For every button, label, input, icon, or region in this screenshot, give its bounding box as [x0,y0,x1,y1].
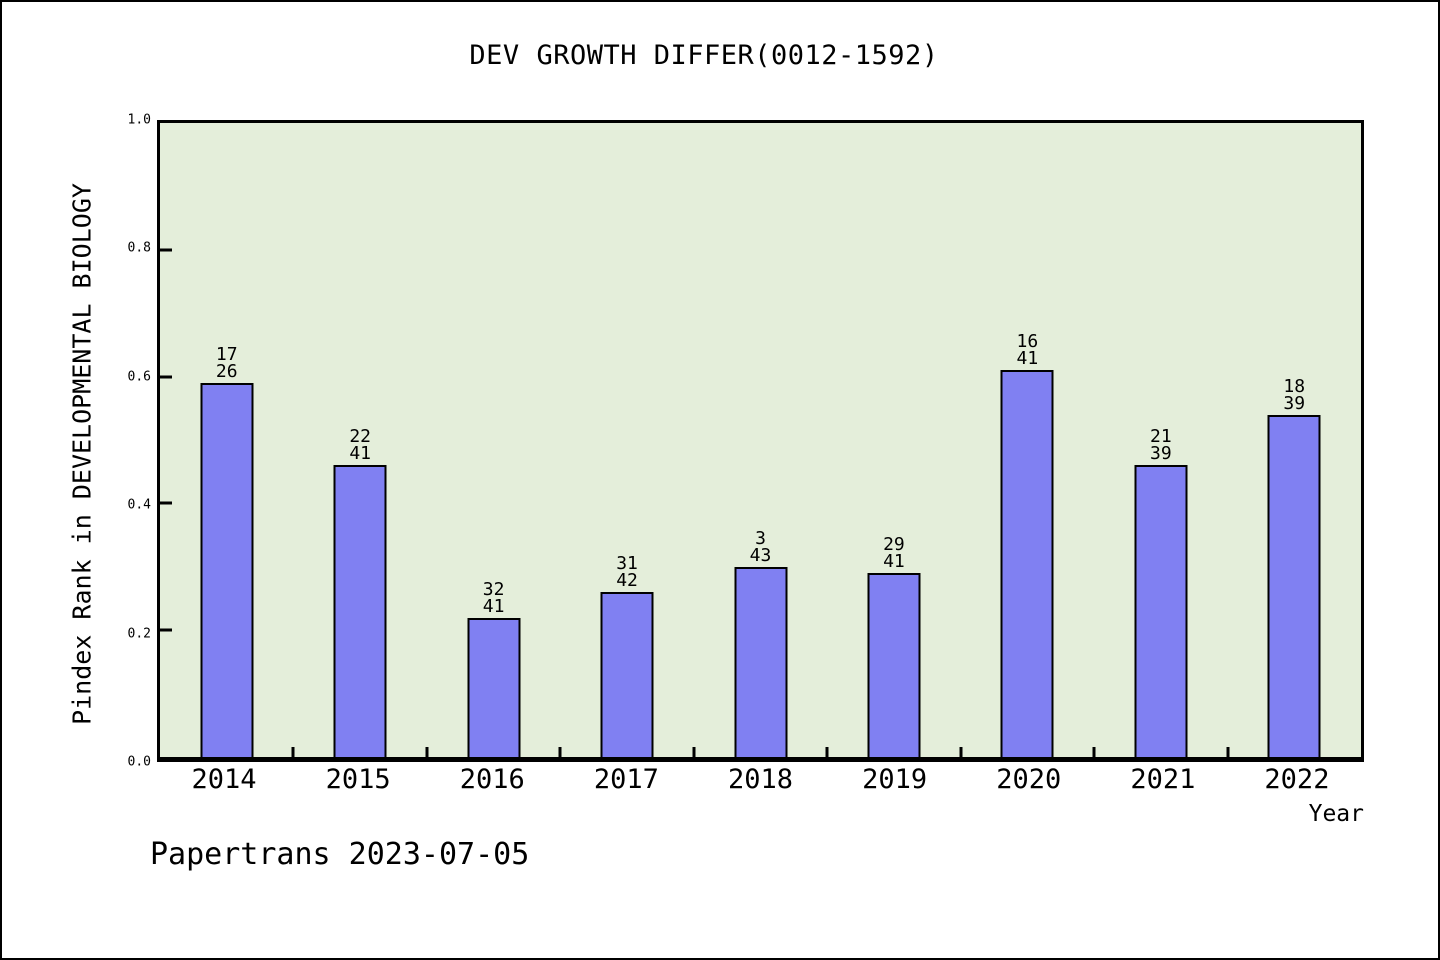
y-tick-label: 0.0 [127,754,151,770]
bar-value-label: 21 39 [1149,426,1172,465]
x-tick-label-2019: 2019 [862,764,928,795]
plot-inner: 17 26 22 41 32 41 31 42 3 43 29 41 16 41 21 39 1… [160,123,1361,757]
x-tick-label-2015: 2015 [325,764,391,795]
bar-value-label: 3 43 [749,527,772,566]
bar-value-label: 22 41 [349,426,371,465]
bar-2016 [467,617,521,757]
x-tick-label-2021: 2021 [1130,764,1196,795]
x-tick-label-2014: 2014 [191,764,257,795]
x-tick-mark [558,747,562,757]
bar-value-label: 17 26 [215,343,238,382]
bar-2022 [1267,414,1321,757]
y-tick-mark [160,248,172,252]
plot-area: 17 26 22 41 32 41 31 42 3 43 29 41 16 41 21 39 1… [157,120,1364,762]
y-tick-label: 0.2 [127,626,151,642]
bar-2014 [200,382,254,757]
bar-value-label: 18 39 [1283,375,1306,414]
bar-value-label: 32 41 [482,578,505,617]
x-tick-label-2020: 2020 [996,764,1062,795]
x-tick-mark [825,747,829,757]
bar-value-label: 16 41 [1016,331,1039,370]
y-tick-label: 0.4 [127,497,151,513]
bar-value-label: 29 41 [883,534,905,573]
x-tick-mark [959,747,963,757]
x-tick-label-2017: 2017 [593,764,659,795]
bar-value-label: 31 42 [616,553,638,592]
bar-2018 [734,566,787,757]
x-tick-label-2018: 2018 [727,764,794,795]
watermark-text: Papertrans 2023-07-05 [150,837,530,872]
chart-title: DEV GROWTH DIFFER(0012-1592) [469,40,939,71]
bar-2021 [1134,465,1188,757]
y-tick-label: 0.6 [127,369,151,385]
bar-2015 [333,465,387,757]
y-tick-mark [160,628,172,632]
x-tick-mark [425,747,429,757]
x-tick-label-2022: 2022 [1264,764,1330,795]
y-tick-label: 0.8 [127,240,151,256]
y-axis-label: Pindex Rank in DEVELOPMENTAL BIOLOGY [67,183,97,725]
bar-2017 [600,592,654,757]
y-tick-label: 1.0 [127,112,151,128]
bar-2020 [1000,370,1054,757]
bar-2019 [867,573,921,757]
x-tick-mark [1092,747,1096,757]
y-tick-mark [160,501,172,505]
x-axis-label: Year [1308,801,1364,827]
x-tick-label-2016: 2016 [459,764,525,795]
x-tick-mark [692,747,696,757]
y-tick-mark [160,375,172,379]
x-tick-mark [1226,747,1230,757]
x-tick-mark [291,747,295,757]
